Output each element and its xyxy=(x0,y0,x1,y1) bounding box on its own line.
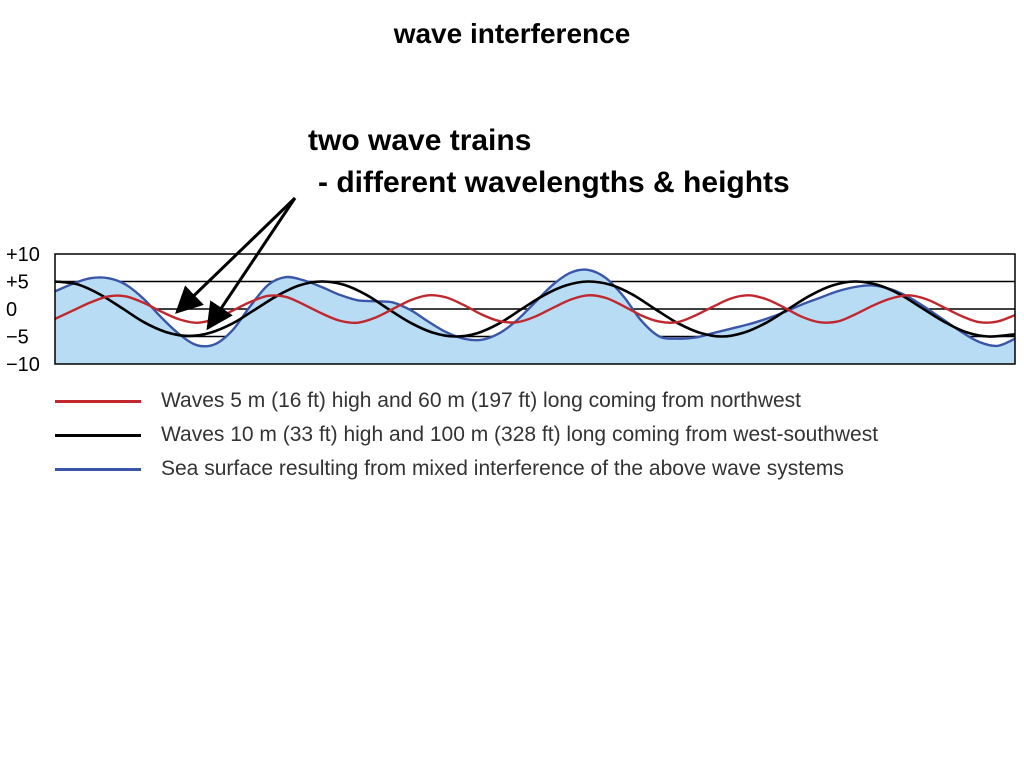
black-wave-line xyxy=(54,280,1016,338)
legend-swatch-red xyxy=(55,399,141,403)
y-tick-label: −10 xyxy=(6,354,40,376)
y-axis-ticks: +10 +5 0 −5 −10 xyxy=(6,244,40,376)
annotation-arrow-2 xyxy=(206,197,297,331)
legend-swatch-black xyxy=(55,433,141,437)
y-tick-label: 0 xyxy=(6,299,17,321)
legend-item-black-wave: Waves 10 m (33 ft) high and 100 m (328 f… xyxy=(55,418,1015,452)
y-tick-label: +5 xyxy=(6,272,29,294)
legend-item-sea-surface: Sea surface resulting from mixed interfe… xyxy=(55,452,1015,486)
y-tick-label: −5 xyxy=(6,327,29,349)
annotation-text: two wave trains - different wavelengths … xyxy=(308,120,790,204)
slide-title: wave interference xyxy=(393,18,631,49)
legend-label-black: Waves 10 m (33 ft) high and 100 m (328 f… xyxy=(161,423,879,446)
annotation-line-1: two wave trains xyxy=(308,124,532,157)
legend: Waves 5 m (16 ft) high and 60 m (197 ft)… xyxy=(55,384,1015,486)
legend-label-blue: Sea surface resulting from mixed interfe… xyxy=(161,457,844,480)
annotation-line-2: - different wavelengths & heights xyxy=(318,166,790,199)
legend-swatch-blue xyxy=(55,467,141,471)
plot-frame xyxy=(54,253,1016,365)
annotation-arrow-1 xyxy=(175,196,297,314)
legend-label-red: Waves 5 m (16 ft) high and 60 m (197 ft)… xyxy=(161,389,801,412)
y-tick-label: +10 xyxy=(6,244,40,266)
sea-surface-line xyxy=(54,268,1016,348)
legend-item-red-wave: Waves 5 m (16 ft) high and 60 m (197 ft)… xyxy=(55,384,1015,418)
